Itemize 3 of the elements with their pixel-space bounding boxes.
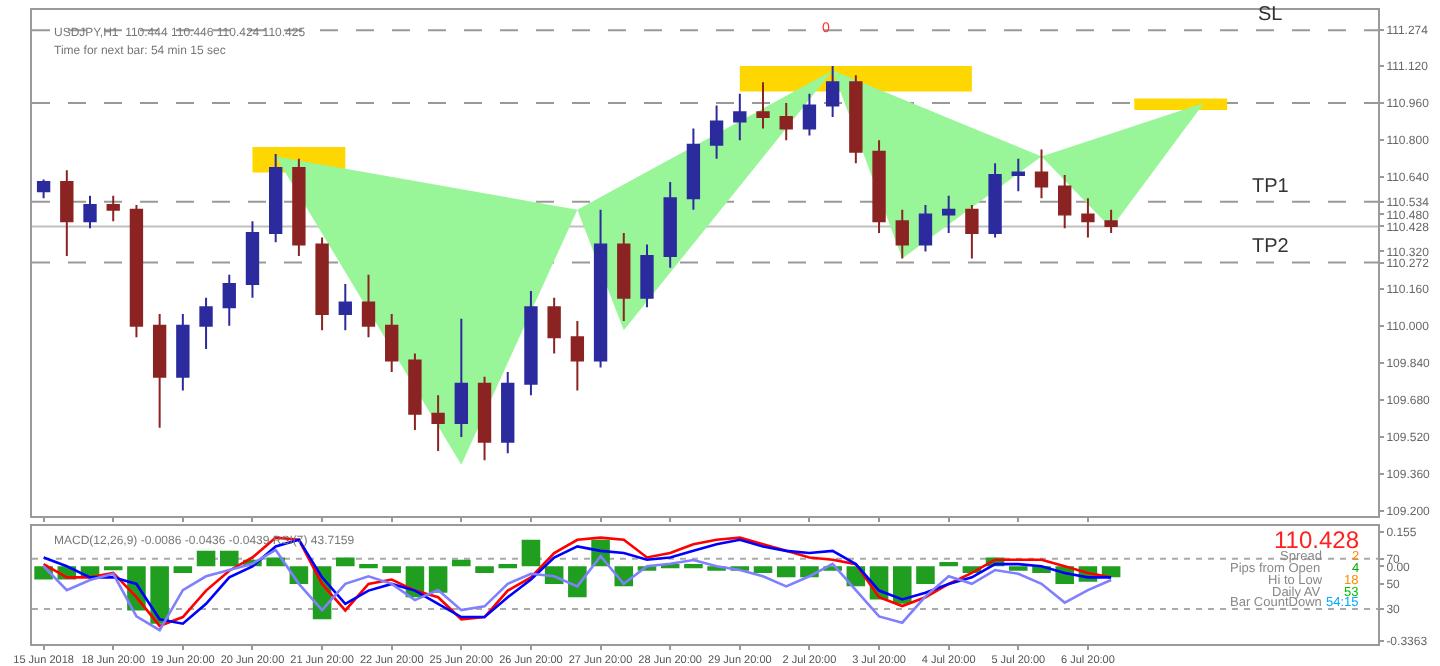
ref-line-label: SL: [1258, 4, 1284, 26]
ref-line-label: TP2: [1252, 236, 1290, 258]
ref-line-label: TP1: [1252, 176, 1290, 198]
